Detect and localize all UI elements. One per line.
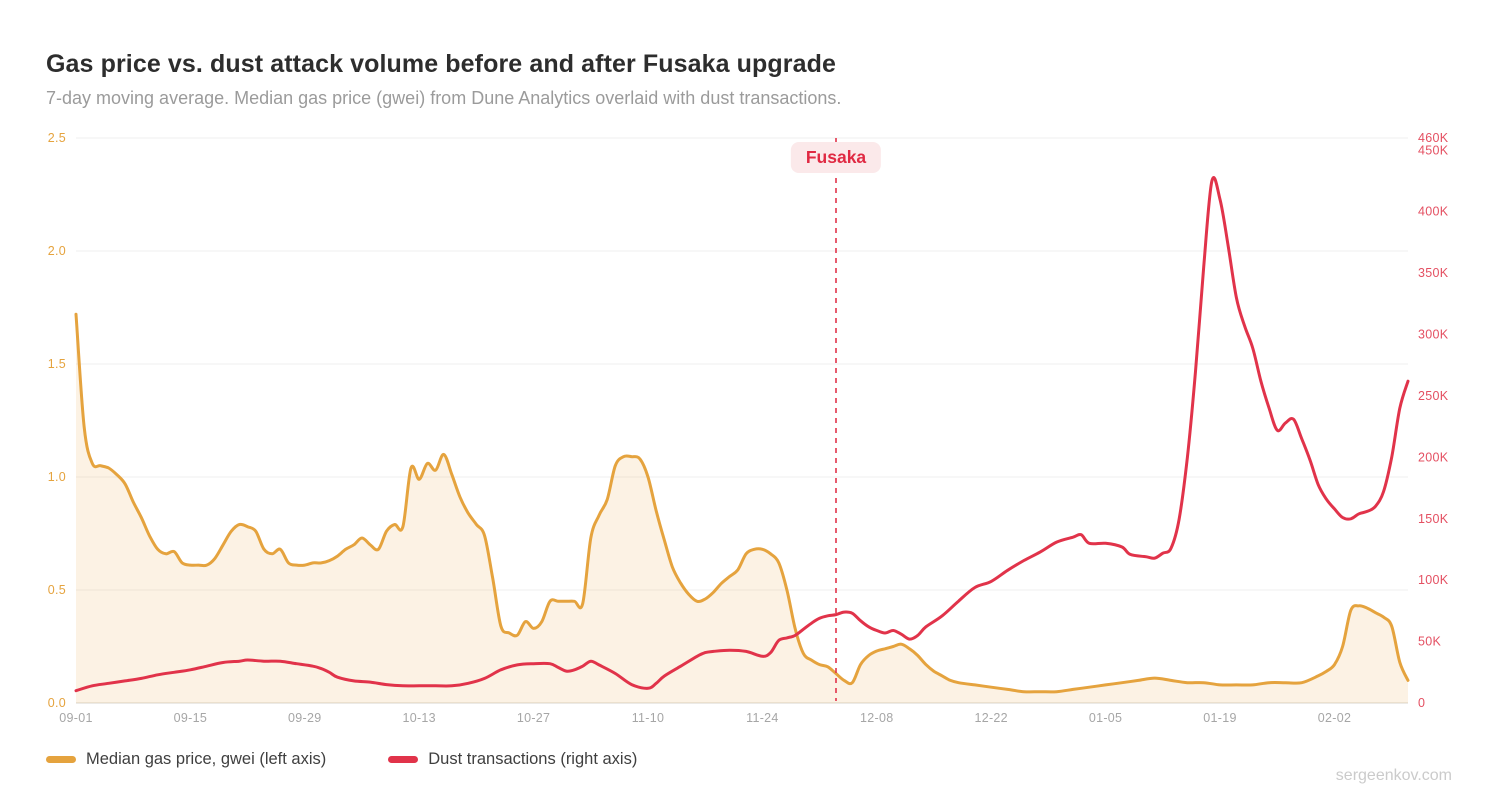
y-right-tick-label: 250K: [1418, 389, 1449, 403]
y-axis-left-labels: 0.0 0.5 1.0 1.5 2.0 2.5: [48, 131, 66, 710]
y-left-tick-label: 1.0: [48, 470, 66, 484]
legend-item-gas-price: Median gas price, gwei (left axis): [46, 750, 326, 769]
y-right-tick-label: 150K: [1418, 512, 1449, 526]
chart-legend: Median gas price, gwei (left axis) Dust …: [46, 750, 637, 769]
x-axis-labels: 09-01 09-15 09-29 10-13 10-27 11-10 11-24 12-08…: [59, 711, 1351, 725]
x-tick-label: 02-02: [1318, 711, 1351, 725]
x-tick-label: 12-22: [974, 711, 1007, 725]
x-tick-label: 09-15: [174, 711, 207, 725]
y-right-tick-label: 460K: [1418, 131, 1449, 145]
watermark: sergeenkov.com: [1335, 767, 1452, 784]
x-tick-label: 10-27: [517, 711, 550, 725]
x-tick-label: 09-01: [59, 711, 92, 725]
page-title: Gas price vs. dust attack volume before …: [46, 50, 836, 78]
dust-transactions-line: [74, 176, 1410, 693]
legend-label-gas-price: Median gas price, gwei (left axis): [86, 750, 327, 768]
x-tick-label: 01-19: [1203, 711, 1236, 725]
y-right-tick-label: 0: [1418, 696, 1425, 710]
y-left-tick-label: 2.5: [48, 131, 66, 145]
y-right-tick-label: 450K: [1418, 143, 1449, 157]
legend-item-dust-transactions: Dust transactions (right axis): [388, 750, 637, 769]
x-tick-label: 12-08: [860, 711, 893, 725]
fusaka-annotation-badge: Fusaka: [790, 142, 882, 173]
x-tick-label: 01-05: [1089, 711, 1122, 725]
y-left-tick-label: 0.5: [48, 583, 66, 597]
x-tick-label: 09-29: [288, 711, 321, 725]
y-right-tick-label: 400K: [1418, 205, 1449, 219]
gas-price-area: [76, 314, 1408, 703]
y-right-tick-label: 200K: [1418, 450, 1449, 464]
y-right-tick-label: 350K: [1418, 266, 1449, 280]
y-right-tick-label: 300K: [1418, 328, 1449, 342]
gas-price-swatch-icon: [46, 756, 76, 763]
y-left-tick-label: 2.0: [48, 244, 66, 258]
y-left-tick-label: 0.0: [48, 696, 66, 710]
y-right-tick-label: 100K: [1418, 573, 1449, 587]
x-tick-label: 11-24: [746, 711, 779, 725]
x-tick-label: 11-10: [632, 711, 665, 725]
y-right-tick-label: 50K: [1418, 635, 1442, 649]
dust-transactions-swatch-icon: [388, 756, 419, 763]
y-left-tick-label: 1.5: [48, 357, 66, 371]
legend-label-dust-transactions: Dust transactions (right axis): [428, 750, 638, 768]
page-subtitle: 7-day moving average. Median gas price (…: [46, 88, 842, 108]
x-tick-label: 10-13: [402, 711, 435, 725]
gas-price-line: [74, 312, 1410, 694]
